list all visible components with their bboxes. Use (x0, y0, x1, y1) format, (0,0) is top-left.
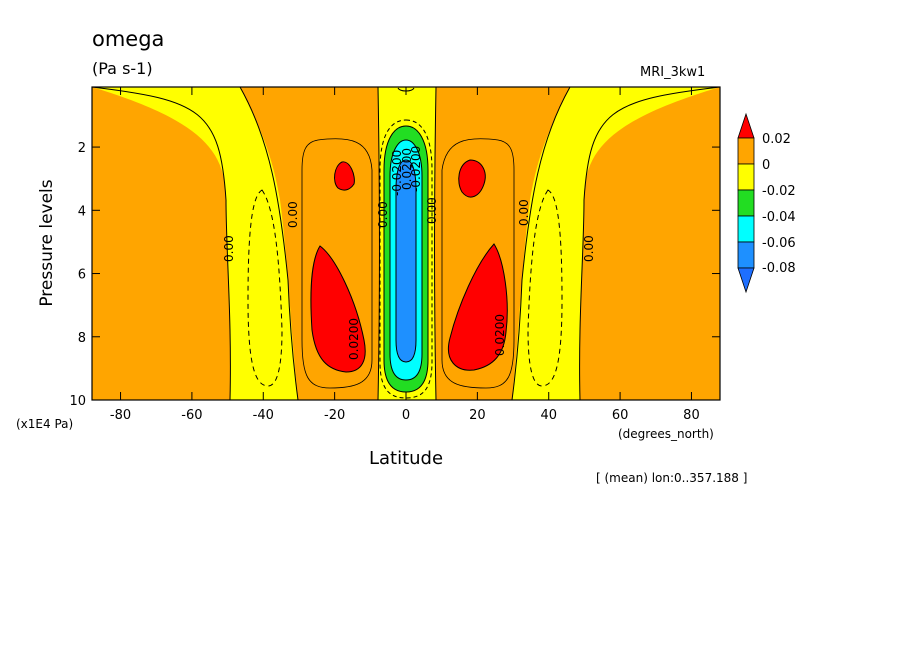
contour-label: 0.0200 (400, 148, 414, 190)
y-axis: 2 4 6 8 10 (69, 141, 720, 409)
colorbar-top-triangle (737, 112, 755, 139)
contour-label: 0.0200 (493, 314, 507, 356)
y-axis-title: Pressure levels (37, 179, 57, 306)
colorbar: 0.02 0 -0.02 -0.04 -0.06 -0.08 (737, 112, 796, 294)
x-tick-label: 60 (612, 408, 629, 423)
contour-label: -0.0200 (409, 146, 423, 192)
y-tick-label: 10 (69, 394, 86, 409)
y-tick-label: 8 (78, 331, 86, 346)
y-tick-label: 4 (78, 204, 86, 219)
contour-fill-red-nh-lower (310, 245, 366, 373)
zero-contour-east (579, 86, 721, 401)
colorbar-label: -0.04 (762, 210, 796, 225)
x-axis: -80 -60 -40 -20 0 20 40 60 80 (110, 87, 700, 423)
colorbar-box-yellow (737, 163, 755, 191)
contour-fill-yellow-west (92, 87, 298, 400)
x-tick-label: 20 (469, 408, 486, 423)
contour-fill-yellow-east (512, 87, 720, 400)
contour-lines (91, 86, 721, 401)
positive-contour-sh-loop (441, 138, 515, 389)
x-tick-label: -60 (181, 408, 202, 423)
zero-contour-center-east (434, 86, 437, 401)
colorbar-box-cyan (737, 215, 755, 243)
contour-label: 0.00 (517, 199, 531, 226)
x-tick-label: 40 (540, 408, 557, 423)
colorbar-box-green (737, 189, 755, 217)
contour-labels: 0.00 0.00 0.00 0.00 0.00 0.00 0.0200 0.0… (222, 146, 596, 360)
zero-contour-west-inner (239, 86, 299, 401)
zero-contour-east-inner (511, 86, 571, 401)
x-tick-label: 0 (402, 408, 410, 423)
contour-fill-red-sh-lower (448, 243, 508, 371)
y-axis-units: (x1E4 Pa) (16, 417, 73, 431)
chart-units: (Pa s-1) (92, 59, 153, 78)
contour-label: 0.00 (582, 235, 596, 262)
contour-fill-red-sh-upper (458, 159, 486, 198)
x-tick-label: -20 (324, 408, 345, 423)
contour-label: 0.00 (286, 201, 300, 228)
contour-label: 0.0200 (347, 318, 361, 360)
y-tick-label: 2 (78, 141, 86, 156)
contour-label: -0.0200 (390, 150, 404, 196)
footnote: [ (mean) lon:0..357.188 ] (596, 471, 747, 485)
plot-area: 0.00 0.00 0.00 0.00 0.00 0.00 0.0200 0.0… (91, 86, 721, 401)
contour-fill-blue (395, 159, 417, 363)
colorbar-box-orange (737, 137, 755, 165)
chart-title: omega (92, 27, 164, 51)
x-tick-label: -80 (110, 408, 131, 423)
contour-label: 0.00 (425, 197, 439, 224)
x-tick-label: -40 (253, 408, 274, 423)
contour-fill-red-nh-upper (334, 161, 355, 191)
colorbar-label: -0.08 (762, 261, 796, 276)
x-axis-units: (degrees_north) (618, 427, 714, 441)
colorbar-label: 0.02 (762, 132, 791, 147)
contour-label: 0.00 (222, 235, 236, 262)
colorbar-label: -0.06 (762, 236, 796, 251)
dashed-contour-eq-outer (379, 119, 433, 399)
y-tick-label: 6 (78, 268, 86, 283)
model-label: MRI_3kw1 (640, 65, 705, 80)
colorbar-box-blue (737, 241, 755, 269)
positive-contour-nh-loop (301, 138, 373, 389)
x-tick-label: 80 (683, 408, 700, 423)
zero-contour-west (91, 86, 231, 401)
colorbar-label: -0.02 (762, 184, 796, 199)
x-axis-title: Latitude (369, 448, 443, 469)
colorbar-label: 0 (762, 158, 770, 173)
contour-label: 0.00 (376, 201, 390, 228)
colorbar-bottom-triangle (737, 267, 755, 294)
